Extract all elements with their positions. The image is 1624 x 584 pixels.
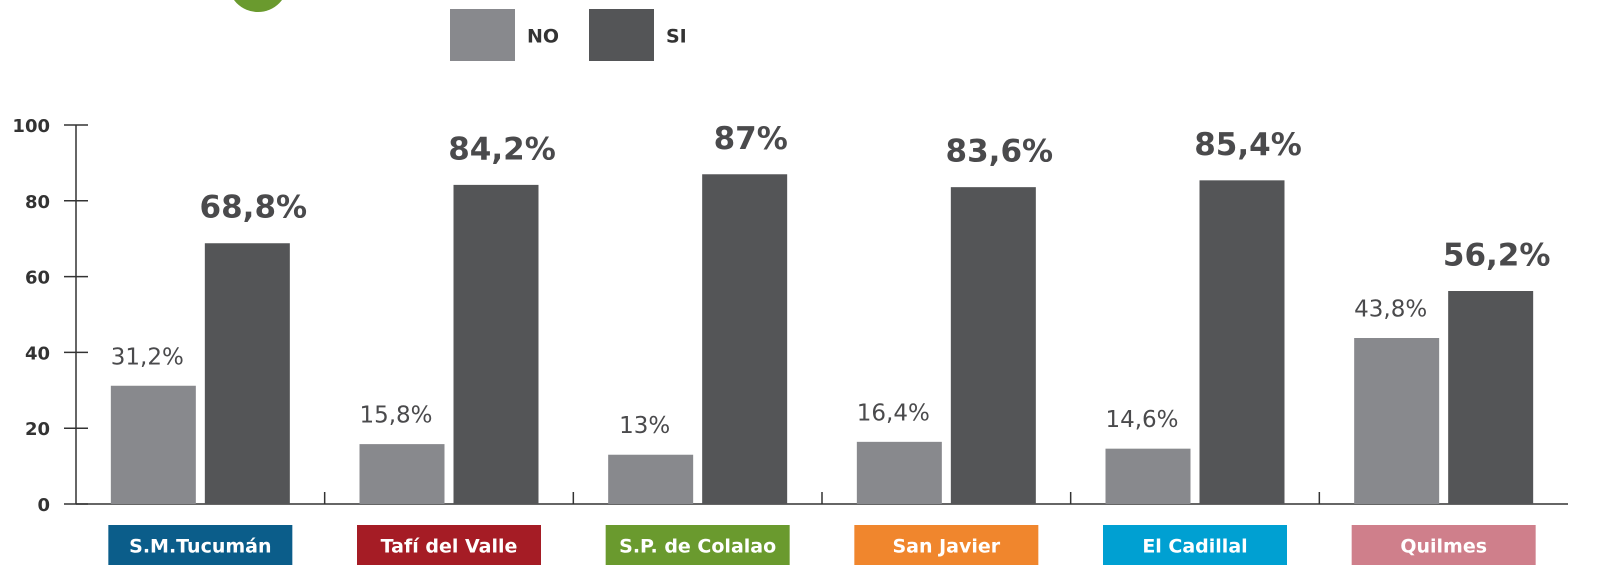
bar (1105, 448, 1191, 504)
legend-swatch (589, 9, 654, 61)
value-label: 56,2% (1443, 238, 1551, 274)
y-tick-label: 40 (25, 343, 50, 364)
y-tick-label: 80 (25, 192, 50, 213)
y-tick-label: 60 (25, 268, 50, 289)
legend-label: NO (527, 26, 559, 48)
bar (110, 385, 196, 504)
bar (856, 441, 942, 504)
bar (453, 184, 539, 504)
y-tick-label: 20 (25, 419, 50, 440)
bar (702, 174, 788, 504)
category-box (854, 525, 1039, 565)
category-box (1351, 525, 1536, 565)
x-tick-label: Tafí del Valle (381, 536, 518, 558)
x-tick-label: San Javier (892, 536, 1000, 558)
bar (950, 187, 1036, 504)
value-label: 15,8% (359, 403, 432, 429)
decor-circle (234, 0, 282, 12)
category-box (1103, 525, 1287, 565)
value-label: 43,8% (1354, 296, 1427, 322)
legend-swatch (450, 9, 515, 61)
x-tick-label: S.P. de Colalao (619, 536, 776, 558)
bar (1448, 291, 1534, 504)
bar (204, 243, 290, 505)
x-tick-label: S.M.Tucumán (129, 536, 271, 558)
bar (1199, 180, 1285, 505)
bar (608, 454, 694, 504)
value-label: 31,2% (111, 344, 184, 370)
category-box (108, 525, 293, 565)
bar (359, 444, 445, 504)
x-tick-label: Quilmes (1400, 536, 1487, 558)
x-tick-label: El Cadillal (1142, 536, 1247, 558)
y-tick-label: 100 (12, 116, 50, 137)
value-label: 87% (714, 121, 788, 157)
value-label: 68,8% (200, 190, 308, 226)
category-box (605, 525, 790, 565)
value-label: 16,4% (857, 400, 930, 426)
category-box (357, 525, 541, 565)
y-tick-label: 0 (37, 495, 50, 516)
value-label: 83,6% (946, 134, 1054, 170)
value-label: 84,2% (448, 131, 556, 167)
value-label: 14,6% (1105, 407, 1178, 433)
value-label: 85,4% (1194, 127, 1302, 163)
legend-label: SI (666, 26, 687, 48)
bar (1354, 337, 1440, 504)
value-label: 13% (619, 413, 670, 439)
